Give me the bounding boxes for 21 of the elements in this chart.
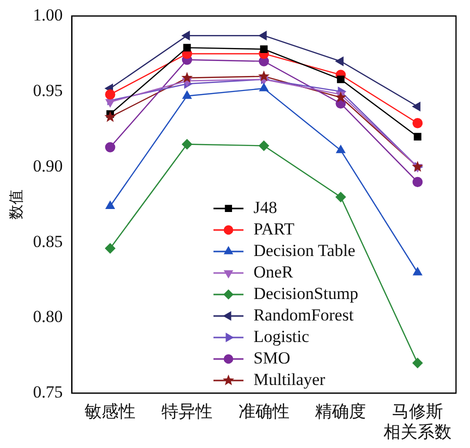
x-tick-label: 敏感性 bbox=[84, 402, 136, 421]
legend-label: J48 bbox=[253, 198, 278, 217]
legend-label: Decision Table bbox=[253, 240, 356, 260]
x-tick-label: 精确度 bbox=[315, 402, 366, 421]
y-tick-label: 1.00 bbox=[33, 5, 63, 24]
legend-label: Multilayer bbox=[253, 370, 326, 389]
y-tick-label: 0.80 bbox=[33, 307, 63, 326]
legend-label: DecisionStump bbox=[253, 284, 358, 303]
x-tick-label: 马修斯相关系数 bbox=[384, 402, 452, 442]
y-tick-label: 0.90 bbox=[33, 156, 63, 176]
legend-label: Logistic bbox=[253, 326, 310, 346]
legend-label: PART bbox=[253, 219, 295, 238]
y-tick-label: 0.95 bbox=[33, 80, 63, 100]
x-tick-label: 准确性 bbox=[238, 402, 290, 421]
legend-label: OneR bbox=[253, 262, 294, 282]
x-tick-label: 特异性 bbox=[162, 402, 213, 421]
legend-label: SMO bbox=[253, 348, 290, 368]
y-tick-label: 0.85 bbox=[33, 232, 63, 251]
legend-label: RandomForest bbox=[253, 305, 354, 324]
y-tick-label: 0.75 bbox=[33, 382, 63, 402]
y-axis-title: 数值 bbox=[8, 190, 25, 220]
